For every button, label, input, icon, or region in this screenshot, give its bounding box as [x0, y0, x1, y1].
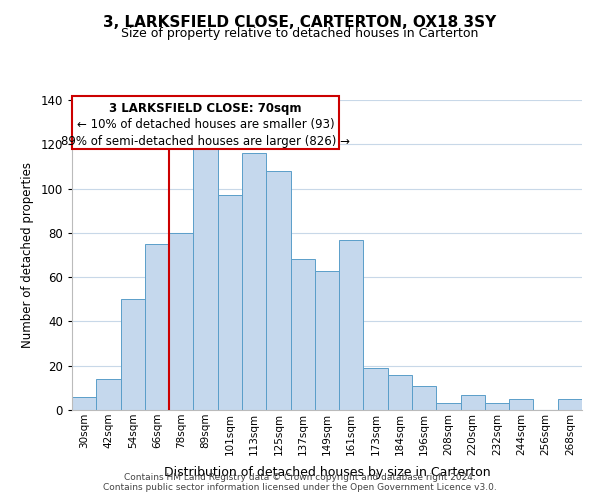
- Text: Size of property relative to detached houses in Carterton: Size of property relative to detached ho…: [121, 28, 479, 40]
- Text: Contains HM Land Registry data © Crown copyright and database right 2024.: Contains HM Land Registry data © Crown c…: [124, 472, 476, 482]
- Bar: [145, 244, 169, 410]
- Bar: [242, 153, 266, 410]
- Bar: [509, 399, 533, 410]
- Text: 3 LARKSFIELD CLOSE: 70sqm: 3 LARKSFIELD CLOSE: 70sqm: [109, 102, 302, 115]
- Text: ← 10% of detached houses are smaller (93): ← 10% of detached houses are smaller (93…: [77, 118, 334, 130]
- X-axis label: Distribution of detached houses by size in Carterton: Distribution of detached houses by size …: [164, 466, 490, 479]
- Bar: [364, 368, 388, 410]
- Bar: [412, 386, 436, 410]
- Bar: [558, 399, 582, 410]
- Bar: [193, 148, 218, 410]
- Bar: [315, 270, 339, 410]
- Bar: [96, 379, 121, 410]
- Bar: [485, 404, 509, 410]
- Bar: [339, 240, 364, 410]
- Text: 89% of semi-detached houses are larger (826) →: 89% of semi-detached houses are larger (…: [61, 136, 350, 148]
- Bar: [72, 96, 339, 148]
- Bar: [169, 233, 193, 410]
- Bar: [436, 404, 461, 410]
- Text: Contains public sector information licensed under the Open Government Licence v3: Contains public sector information licen…: [103, 482, 497, 492]
- Bar: [266, 171, 290, 410]
- Text: 3, LARKSFIELD CLOSE, CARTERTON, OX18 3SY: 3, LARKSFIELD CLOSE, CARTERTON, OX18 3SY: [103, 15, 497, 30]
- Bar: [461, 394, 485, 410]
- Bar: [121, 300, 145, 410]
- Bar: [218, 195, 242, 410]
- Bar: [388, 374, 412, 410]
- Bar: [72, 396, 96, 410]
- Y-axis label: Number of detached properties: Number of detached properties: [20, 162, 34, 348]
- Bar: [290, 260, 315, 410]
